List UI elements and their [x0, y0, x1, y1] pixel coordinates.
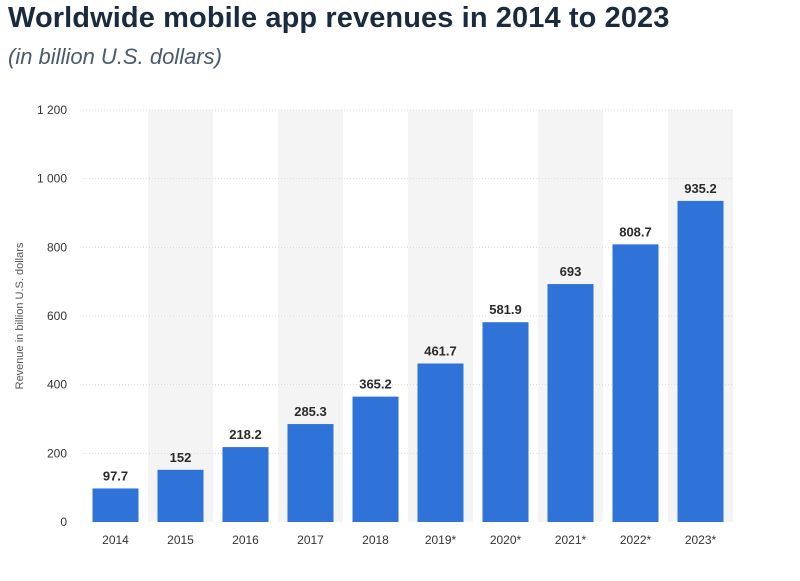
x-tick-label: 2020* — [490, 533, 522, 547]
y-tick-label: 1 000 — [37, 172, 67, 186]
bar[interactable] — [352, 396, 399, 522]
bar-value-label: 808.7 — [619, 224, 652, 239]
chart-subtitle: (in billion U.S. dollars) — [8, 44, 222, 69]
x-tick-label: 2017 — [297, 533, 324, 547]
bar-value-label: 365.2 — [359, 377, 392, 392]
x-tick-label: 2015 — [167, 533, 194, 547]
bar-value-label: 218.2 — [229, 427, 262, 442]
y-tick-label: 800 — [47, 240, 67, 254]
y-tick-label: 400 — [47, 378, 67, 392]
x-tick-label: 2023* — [685, 533, 717, 547]
bar[interactable] — [222, 447, 269, 522]
chart-title: Worldwide mobile app revenues in 2014 to… — [8, 2, 670, 34]
bar-value-label: 693 — [560, 264, 582, 279]
x-tick-label: 2018 — [362, 533, 389, 547]
bar[interactable] — [92, 488, 139, 522]
x-tick-label: 2014 — [102, 533, 129, 547]
bar-value-label: 461.7 — [424, 343, 457, 358]
bar[interactable] — [612, 244, 659, 523]
bar[interactable] — [547, 284, 594, 522]
bar-value-label: 285.3 — [294, 404, 327, 419]
y-tick-label: 1 200 — [37, 103, 67, 117]
bar-value-label: 935.2 — [684, 181, 717, 196]
y-tick-label: 600 — [47, 309, 67, 323]
bar-value-label: 97.7 — [103, 468, 128, 483]
y-tick-label: 0 — [60, 515, 67, 529]
x-tick-label: 2022* — [620, 533, 652, 547]
bar-value-label: 152 — [170, 450, 192, 465]
bar[interactable] — [677, 200, 724, 522]
bar-chart: 0 200 400 600 800 1 000 1 200 Revenue in billi… — [0, 90, 800, 581]
x-tick-label: 2019* — [425, 533, 457, 547]
bar[interactable] — [157, 469, 204, 522]
x-tick-label: 2021* — [555, 533, 587, 547]
bar[interactable] — [482, 322, 529, 522]
bar[interactable] — [417, 363, 464, 522]
y-tick-label: 200 — [47, 446, 67, 460]
bar[interactable] — [287, 424, 334, 522]
x-tick-label: 2016 — [232, 533, 259, 547]
chart-svg: 0 200 400 600 800 1 000 1 200 Revenue in billi… — [14, 103, 733, 547]
bar-value-label: 581.9 — [489, 302, 522, 317]
y-axis-label: Revenue in billion U.S. dollars — [14, 242, 26, 389]
